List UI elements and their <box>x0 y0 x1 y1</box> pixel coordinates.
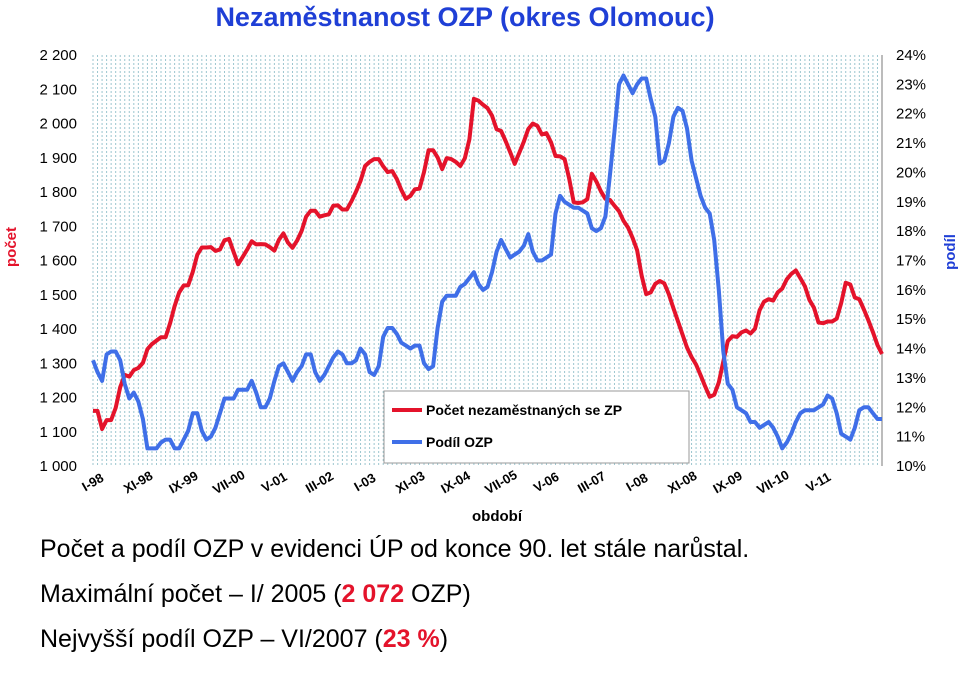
note-line-3: Nejvyšší podíl OZP – VI/2007 (23 %) <box>40 622 940 667</box>
x-tick-label: XI-98 <box>121 468 155 497</box>
left-tick-label: 1 100 <box>39 424 77 441</box>
x-tick-label: IX-99 <box>166 468 200 497</box>
right-tick-label: 24% <box>896 47 926 64</box>
legend-box <box>383 390 690 464</box>
chart-title: Nezaměstnanost OZP (okres Olomouc) <box>215 2 714 32</box>
legend-label-count: Počet nezaměstnaných se ZP <box>426 402 622 418</box>
right-tick-label: 21% <box>896 135 926 152</box>
x-tick-label: V-06 <box>531 469 562 495</box>
left-tick-label: 2 200 <box>39 47 77 64</box>
left-tick-label: 1 800 <box>39 184 77 201</box>
x-tick-label: I-98 <box>79 470 106 494</box>
x-tick-label: V-11 <box>803 469 833 495</box>
x-tick-label: III-02 <box>303 468 336 496</box>
right-tick-label: 11% <box>896 429 925 446</box>
x-tick-label: V-01 <box>259 469 290 495</box>
note-line-1-text: Počet a podíl OZP v evidenci ÚP od konce… <box>40 535 750 563</box>
x-tick-label: VII-00 <box>210 467 248 497</box>
right-tick-label: 16% <box>896 282 926 299</box>
right-tick-label: 10% <box>896 458 926 475</box>
right-axis-label: podíl <box>942 234 959 270</box>
legend-label-share: Podíl OZP <box>426 434 493 450</box>
left-tick-label: 1 000 <box>39 458 77 475</box>
left-tick-label: 2 000 <box>39 116 77 133</box>
right-tick-label: 17% <box>896 253 926 270</box>
series-line-share <box>91 73 882 451</box>
series-line-count <box>93 96 884 431</box>
left-tick-label: 1 400 <box>39 321 77 338</box>
note-line-1: Počet a podíl OZP v evidenci ÚP od konce… <box>40 532 940 577</box>
left-tick-label: 1 700 <box>39 218 77 235</box>
right-tick-label: 14% <box>896 341 926 358</box>
x-axis-label: období <box>472 508 523 525</box>
max-share-value: 23 % <box>382 625 440 653</box>
note-line-3-prefix: Nejvyšší podíl OZP – VI/2007 ( <box>40 625 383 653</box>
left-tick-label: 1 900 <box>39 150 77 167</box>
x-tick-label: VII-10 <box>754 467 792 497</box>
grid <box>92 55 883 466</box>
x-tick-label: VII-05 <box>482 467 520 497</box>
x-tick-label: I-03 <box>351 470 378 494</box>
x-tick-label: XI-03 <box>393 468 427 497</box>
x-tick-label: XI-08 <box>665 468 699 497</box>
legend: Počet nezaměstnaných se ZP Podíl OZP <box>383 390 690 464</box>
note-line-2: Maximální počet – I/ 2005 (2 072 OZP) <box>40 577 940 622</box>
note-line-2-suffix: OZP) <box>404 580 471 608</box>
notes: Počet a podíl OZP v evidenci ÚP od konce… <box>40 532 940 667</box>
right-tick-label: 13% <box>896 370 926 387</box>
note-line-3-suffix: ) <box>439 625 449 653</box>
left-tick-label: 1 500 <box>39 287 77 304</box>
right-tick-label: 20% <box>896 164 926 181</box>
right-tick-label: 22% <box>896 106 926 123</box>
note-line-2-prefix: Maximální počet – I/ 2005 ( <box>40 580 342 608</box>
right-axis-ticks: 10% 11% 12% 13% 14% 15% 16% 17% 18% 19% 20% 21% 22% 2… <box>896 47 926 475</box>
left-tick-label: 1 600 <box>39 253 77 270</box>
chart: Nezaměstnanost OZP (okres Olomouc) 1 000… <box>3 2 959 525</box>
x-tick-label: IX-09 <box>710 468 744 497</box>
left-axis-label: počet <box>3 227 20 267</box>
x-axis-ticks: I-98 XI-98 IX-99 VII-00 V-01 III-02 I-03 XI-03 I… <box>79 467 833 497</box>
x-tick-label: I-08 <box>623 470 650 494</box>
right-tick-label: 18% <box>896 223 926 240</box>
right-tick-label: 12% <box>896 399 926 416</box>
left-tick-label: 1 200 <box>39 390 77 407</box>
x-tick-label: III-07 <box>575 468 608 496</box>
right-tick-label: 19% <box>896 194 926 211</box>
right-tick-label: 15% <box>896 311 926 328</box>
left-axis-ticks: 1 000 1 100 1 200 1 300 1 400 1 500 1 600 1 700… <box>39 47 77 475</box>
right-tick-label: 23% <box>896 76 926 93</box>
x-tick-label: IX-04 <box>438 467 473 496</box>
left-tick-label: 2 100 <box>39 81 77 98</box>
max-count-value: 2 072 <box>341 580 405 608</box>
left-tick-label: 1 300 <box>39 355 77 372</box>
